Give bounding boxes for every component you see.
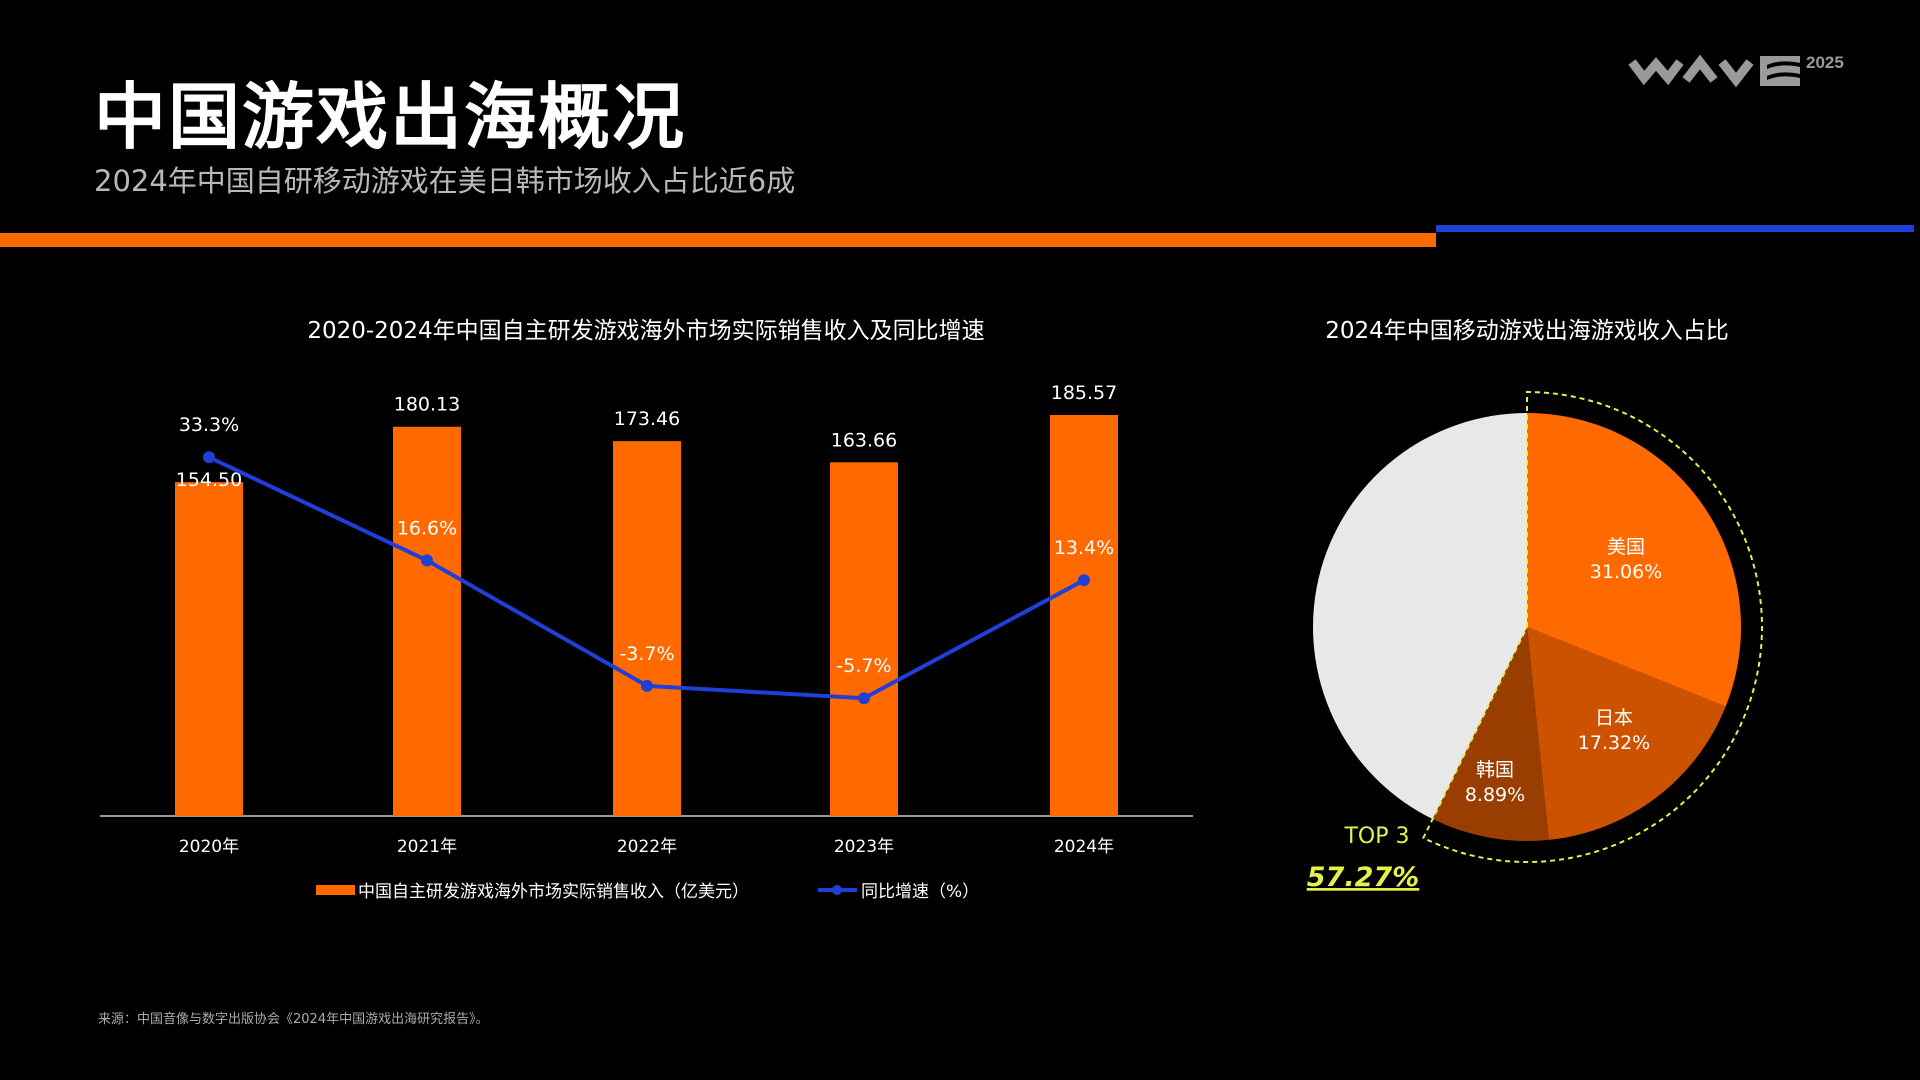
logo-year: 2025 bbox=[1806, 53, 1844, 72]
growth-point bbox=[858, 692, 870, 705]
pie-slice-value: 17.32% bbox=[1578, 732, 1650, 754]
blue-divider bbox=[1436, 225, 1914, 232]
top3-outline bbox=[1422, 390, 1763, 863]
pie-slice bbox=[1313, 413, 1527, 820]
growth-point bbox=[1078, 574, 1090, 587]
bar bbox=[830, 462, 898, 816]
bar-value-label: 173.46 bbox=[614, 408, 680, 430]
bar bbox=[1050, 414, 1118, 816]
wave-logo: 2025 bbox=[1628, 53, 1844, 88]
growth-label: -3.7% bbox=[619, 643, 674, 665]
growth-point bbox=[641, 679, 653, 692]
pie-slice bbox=[1432, 627, 1549, 841]
source-footnote: 来源：中国音像与数字出版协会《2024年中国游戏出海研究报告》。 bbox=[98, 1012, 489, 1027]
pie-slice-value: 31.06% bbox=[1590, 561, 1662, 583]
x-tick-label: 2020年 bbox=[179, 837, 239, 857]
bar-value-label: 185.57 bbox=[1051, 382, 1117, 404]
bar-value-label: 180.13 bbox=[394, 394, 460, 416]
pie-slice-value: 8.89% bbox=[1465, 784, 1525, 806]
bar bbox=[613, 441, 681, 816]
pie-slice-name: 美国 bbox=[1607, 536, 1645, 558]
top3-label: TOP 3 bbox=[1343, 824, 1409, 849]
growth-point bbox=[203, 451, 215, 464]
pie-slice-name: 韩国 bbox=[1476, 759, 1514, 781]
orange-divider bbox=[0, 233, 1436, 247]
x-tick-label: 2021年 bbox=[397, 837, 457, 857]
growth-label: 16.6% bbox=[397, 517, 457, 539]
bar bbox=[393, 426, 461, 816]
legend-swatch-revenue bbox=[316, 885, 355, 895]
x-tick-label: 2022年 bbox=[617, 837, 677, 857]
bar-value-label: 154.50 bbox=[176, 469, 242, 491]
pie-slice bbox=[1527, 627, 1726, 840]
growth-label: -5.7% bbox=[836, 655, 891, 677]
pie-chart-title: 2024年中国移动游戏出海游戏收入占比 bbox=[1325, 318, 1729, 344]
pie-slice-name: 日本 bbox=[1595, 707, 1633, 729]
bar-value-label: 163.66 bbox=[831, 429, 897, 451]
growth-label: 13.4% bbox=[1054, 537, 1114, 559]
page-title: 中国游戏出海概况 bbox=[94, 75, 687, 159]
legend-label-revenue: 中国自主研发游戏海外市场实际销售收入（亿美元） bbox=[358, 882, 749, 902]
top3-value: 57.27% bbox=[1307, 862, 1419, 893]
bar-chart-title: 2020-2024年中国自主研发游戏海外市场实际销售收入及同比增速 bbox=[307, 318, 984, 344]
x-tick-label: 2023年 bbox=[834, 837, 894, 857]
page-subtitle: 2024年中国自研移动游戏在美日韩市场收入占比近6成 bbox=[94, 164, 796, 198]
legend-marker-growth bbox=[832, 885, 842, 895]
x-tick-label: 2024年 bbox=[1054, 837, 1114, 857]
growth-point bbox=[421, 554, 433, 567]
bar bbox=[175, 482, 243, 816]
growth-label: 33.3% bbox=[179, 414, 239, 436]
legend-label-growth: 同比增速（%） bbox=[861, 882, 979, 902]
pie-slice bbox=[1527, 413, 1741, 707]
